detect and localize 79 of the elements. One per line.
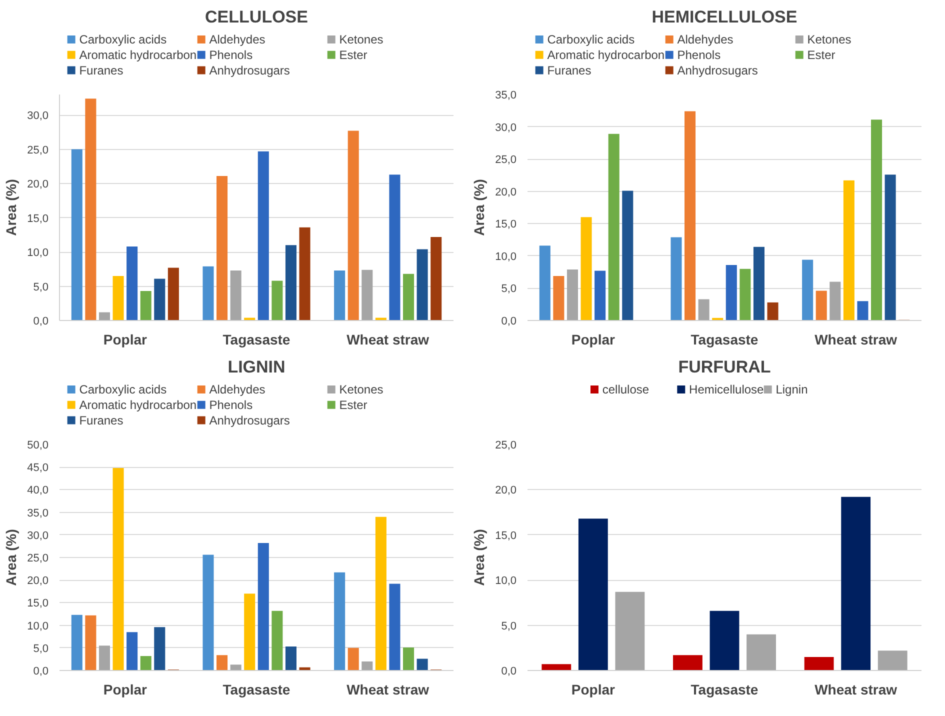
y-tick-label: 15,0 [27, 598, 49, 610]
y-tick-label: 40,0 [27, 484, 49, 497]
legend-label: Aromatic hydrocarbon [547, 48, 665, 62]
y-tick-label: 45,0 [27, 462, 49, 474]
y-tick-label: 35,0 [495, 90, 517, 102]
legend-label: Aldehydes [677, 32, 734, 46]
chart-title: LIGNIN [228, 358, 286, 376]
x-tick-label: Poplar [571, 682, 616, 698]
y-tick-label: 0,0 [33, 316, 49, 328]
legend-label: Ketones [339, 382, 384, 396]
legend-label: Hemicellulose [689, 382, 764, 396]
y-tick-label: 30,0 [495, 122, 517, 134]
y-tick-label: 5,0 [501, 620, 517, 632]
y-tick-label: 0,0 [501, 316, 517, 328]
y-tick-label: 10,0 [27, 247, 49, 260]
y-tick-label: 25,0 [27, 144, 49, 156]
y-tick-label: 25,0 [495, 154, 517, 166]
x-tick-label: Wheat straw [346, 682, 430, 698]
y-tick-label: 50,0 [27, 440, 49, 452]
x-tick-label: Tagasaste [690, 332, 758, 348]
y-tick-label: 15,0 [495, 218, 517, 231]
y-tick-label: 10,0 [495, 250, 517, 263]
legend-label: Aromatic hydrocarbon [79, 48, 197, 62]
y-tick-label: 10,0 [27, 620, 49, 632]
x-tick-label: Wheat straw [346, 332, 430, 348]
x-tick-label: Poplar [571, 332, 616, 348]
legend-label: Aromatic hydrocarbon [79, 398, 197, 412]
legend-label: Ester [807, 48, 836, 62]
y-tick-label: 30,0 [27, 110, 49, 122]
legend-label: Furanes [79, 413, 124, 428]
legend-label: Furanes [547, 63, 592, 78]
legend-label: Ketones [807, 32, 852, 46]
y-tick-label: 20,0 [27, 178, 49, 191]
y-tick-label: 20,0 [495, 484, 517, 497]
legend-label: Carboxylic acids [79, 32, 167, 46]
legend-label: Phenols [677, 48, 721, 62]
legend-label: Ester [339, 398, 368, 412]
y-tick-label: 20,0 [27, 575, 49, 588]
x-tick-label: Poplar [103, 682, 148, 698]
legend-label: Anhydrosugars [209, 63, 290, 78]
y-tick-label: 5,0 [33, 642, 49, 655]
legend-label: Anhydrosugars [677, 63, 758, 78]
legend-label: Carboxylic acids [79, 382, 167, 396]
y-axis-title: Area (%) [3, 179, 20, 236]
y-tick-label: 30,0 [27, 530, 49, 542]
legend-label: Ester [339, 48, 368, 62]
chart-title: HEMICELLULOSE [652, 8, 798, 26]
legend-label: Lignin [776, 382, 808, 396]
y-tick-label: 25,0 [27, 552, 49, 564]
y-tick-label: 0,0 [33, 666, 49, 678]
y-tick-label: 15,0 [495, 530, 517, 542]
y-axis-title: Area (%) [3, 529, 20, 586]
y-tick-label: 15,0 [27, 212, 49, 225]
legend-label: Ketones [339, 32, 384, 46]
y-tick-label: 0,0 [501, 666, 517, 678]
y-tick-label: 5,0 [501, 283, 517, 296]
y-axis-title: Area (%) [471, 529, 488, 586]
y-tick-label: 25,0 [495, 440, 517, 452]
legend-label: Aldehydes [209, 32, 266, 46]
y-axis-title: Area (%) [471, 179, 488, 236]
legend-label: Aldehydes [209, 382, 266, 396]
x-tick-label: Tagasaste [222, 682, 290, 698]
chart-title: FURFURAL [678, 358, 771, 376]
chart-title: CELLULOSE [205, 8, 308, 26]
legend-label: Carboxylic acids [547, 32, 635, 46]
y-tick-label: 5,0 [33, 281, 49, 294]
y-tick-label: 10,0 [495, 575, 517, 588]
legend-label: Phenols [209, 48, 253, 62]
x-tick-label: Tagasaste [222, 332, 290, 348]
y-tick-label: 35,0 [27, 507, 49, 520]
x-tick-label: Tagasaste [690, 682, 758, 698]
x-tick-label: Poplar [103, 332, 148, 348]
y-tick-label: 20,0 [495, 186, 517, 198]
x-tick-label: Wheat straw [814, 332, 898, 348]
x-tick-label: Wheat straw [814, 682, 898, 698]
legend-label: Phenols [209, 398, 253, 412]
legend-label: Anhydrosugars [209, 413, 290, 428]
legend-label: Furanes [79, 63, 124, 78]
legend-label: cellulose [602, 382, 650, 396]
